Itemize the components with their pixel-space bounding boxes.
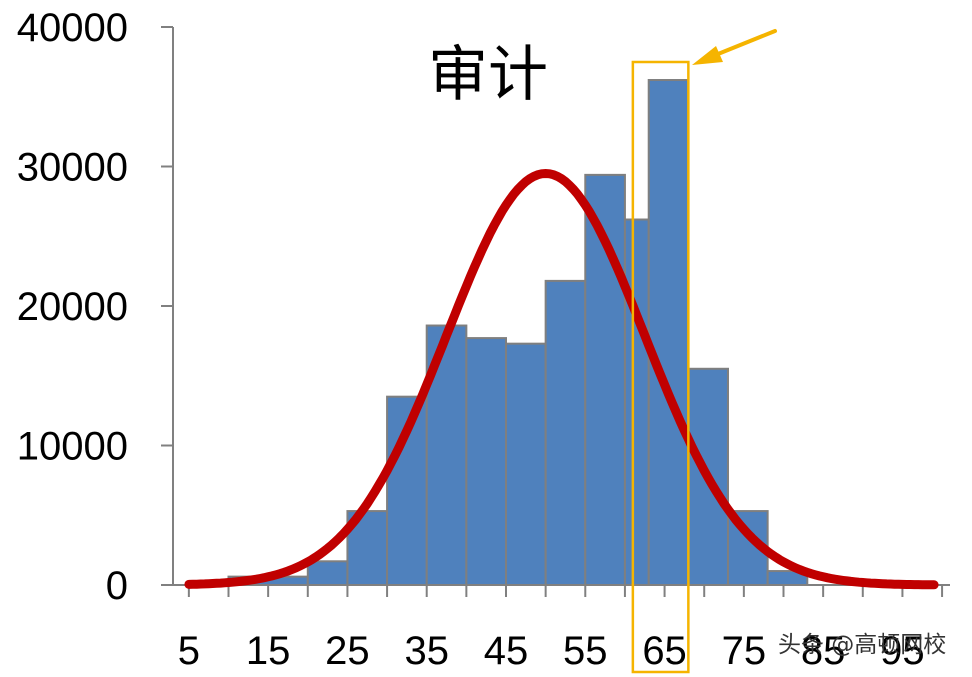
x-tick-label: 95 bbox=[880, 629, 925, 673]
highlight-arrow-icon bbox=[692, 29, 777, 65]
histogram-bar bbox=[465, 337, 508, 586]
y-tick-label: 40000 bbox=[17, 6, 128, 50]
histogram-bar bbox=[505, 342, 547, 587]
normal-curve bbox=[184, 168, 939, 590]
x-tick-label: 15 bbox=[246, 629, 291, 673]
arrow-head bbox=[692, 46, 723, 65]
watermark-text: 头条 @高顿网校 bbox=[778, 632, 946, 658]
x-tick-label: 75 bbox=[722, 629, 767, 673]
y-tick-label: 30000 bbox=[17, 146, 128, 190]
x-ticks-group: 5 15 25 35 45 55 65 75 85 95 bbox=[178, 585, 944, 673]
x-tick-label: 85 bbox=[801, 629, 846, 673]
histogram-bar bbox=[623, 218, 650, 586]
y-ticks-group: 0 10000 20000 30000 40000 bbox=[17, 6, 173, 608]
y-tick-label: 20000 bbox=[17, 285, 128, 329]
histogram-bar bbox=[544, 279, 587, 586]
y-tick-label: 0 bbox=[106, 564, 128, 608]
chart-title: 审计 bbox=[428, 40, 548, 110]
bars-group bbox=[227, 79, 809, 587]
histogram-bar bbox=[647, 79, 690, 586]
x-tick-label: 65 bbox=[642, 629, 687, 673]
highlight-box bbox=[631, 60, 690, 674]
x-tick-label: 35 bbox=[404, 629, 449, 673]
x-tick-label: 25 bbox=[325, 629, 370, 673]
x-tick-label: 45 bbox=[484, 629, 529, 673]
x-tick-label: 55 bbox=[563, 629, 608, 673]
histogram-bar bbox=[306, 560, 349, 586]
arrow-shaft bbox=[716, 29, 777, 56]
x-tick-label: 5 bbox=[178, 629, 200, 673]
y-tick-label: 10000 bbox=[17, 425, 128, 469]
